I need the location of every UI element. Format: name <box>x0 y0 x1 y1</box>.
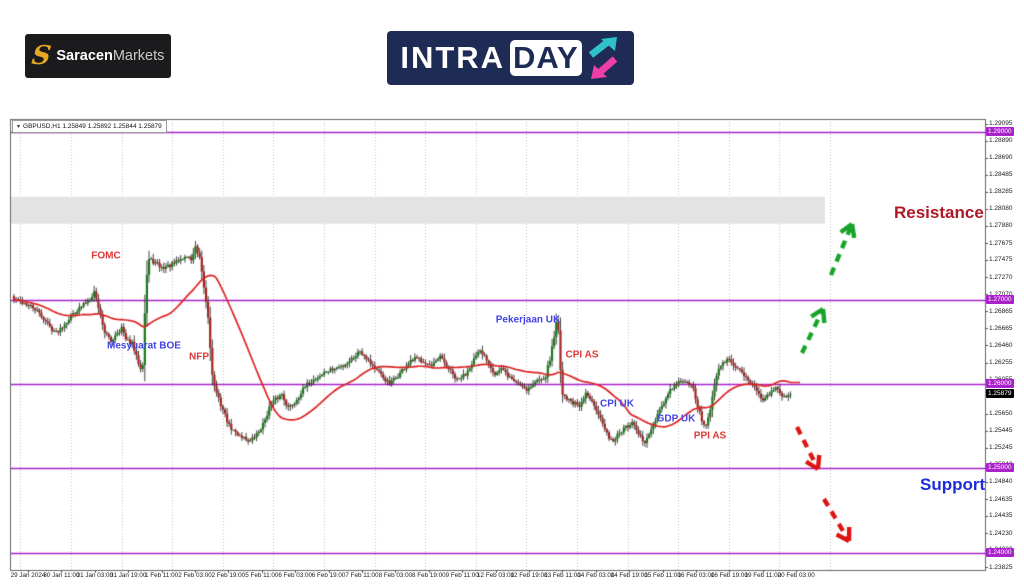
price-tick-label: 1.25650 <box>989 410 1013 418</box>
price-tick-label: 1.29095 <box>989 120 1013 127</box>
time-tick-label: 2 Feb 19:00 <box>211 572 246 579</box>
key-level-price-label: 1.25000 <box>986 463 1014 473</box>
time-tick-label: 5 Feb 11:00 <box>245 572 279 579</box>
price-tick-label: 1.27880 <box>989 222 1013 230</box>
price-tick-label: 1.24840 <box>989 478 1013 486</box>
price-tick-label: 1.27070 <box>989 290 1013 299</box>
price-tick-label: 1.25245 <box>989 444 1013 452</box>
symbol-ohlc-text: GBPUSD,H1 1.25849 1.25892 1.25844 1.2587… <box>23 123 162 130</box>
time-tick-label: 30 Jan 11:00 <box>43 572 80 579</box>
time-tick-label: 9 Feb 11:00 <box>445 572 479 579</box>
price-tick-label: 1.26665 <box>989 324 1013 332</box>
key-level-price-label: 1.26000 <box>986 379 1014 389</box>
price-tick-label: 1.28285 <box>989 188 1013 196</box>
key-level-price-label: 1.29000 <box>986 126 1014 136</box>
time-tick-label: 31 Jan 19:00 <box>109 572 147 579</box>
time-tick-label: 2 Feb 03:00 <box>178 572 212 579</box>
price-tick-label: 1.28080 <box>989 205 1013 213</box>
time-tick-label: 6 Feb 19:00 <box>311 572 346 579</box>
key-level-price-label: 1.27000 <box>986 294 1014 304</box>
time-tick-label: 29 Jan 2024 <box>10 572 46 579</box>
price-tick-label: 1.24635 <box>989 495 1013 503</box>
price-tick-label: 1.28890 <box>989 137 1013 145</box>
event-annotation-ppi-as: PPI AS <box>693 430 727 442</box>
time-tick-label: 14 Feb 03:00 <box>577 572 615 579</box>
time-tick-label: 7 Feb 11:00 <box>345 572 379 579</box>
time-tick-label: 19 Feb 11:00 <box>744 572 782 579</box>
price-tick-label: 1.23825 <box>989 563 1013 571</box>
resistance-label: Resistance <box>894 203 984 222</box>
price-tick-label: 1.26255 <box>989 359 1013 367</box>
event-annotation-mesyuarat-boe: Mesyuarat BOE <box>107 340 181 352</box>
price-tick-label: 1.28690 <box>989 154 1013 162</box>
collapse-arrow-icon[interactable]: ▾ <box>17 123 21 130</box>
time-tick-label: 12 Feb 19:00 <box>510 572 548 579</box>
event-annotation-cpi-as: CPI AS <box>565 349 599 361</box>
event-annotation-cpi-uk: CPI UK <box>600 398 634 410</box>
price-tick-label: 1.27270 <box>989 273 1013 281</box>
price-tick-label: 1.26865 <box>989 307 1013 315</box>
time-tick-label: 1 Feb 11:00 <box>145 572 179 579</box>
price-tick-label: 1.26460 <box>989 341 1013 349</box>
price-tick-label: 1.28485 <box>989 171 1013 179</box>
price-tick-label: 1.27475 <box>989 256 1013 264</box>
price-tick-label: 1.27675 <box>989 239 1013 247</box>
current-price-label: 1.25879 <box>986 389 1014 399</box>
time-tick-label: 8 Feb 19:00 <box>411 572 446 579</box>
time-tick-label: 31 Jan 03:00 <box>76 572 113 579</box>
event-annotation-gdp-uk: GDP UK <box>656 413 696 425</box>
key-level-price-label: 1.24000 <box>986 547 1014 557</box>
time-tick-label: 15 Feb 11:00 <box>644 572 681 579</box>
event-annotation-nfp: NFP <box>189 351 209 363</box>
price-tick-label: 1.25445 <box>989 427 1013 435</box>
time-tick-label: 13 Feb 11:00 <box>544 572 581 579</box>
event-annotation-fomc: FOMC <box>91 250 121 262</box>
time-tick-label: 16 Feb 03:00 <box>677 572 715 579</box>
time-tick-label: 14 Feb 19:00 <box>610 572 648 579</box>
time-tick-label: 20 Feb 03:00 <box>777 572 815 579</box>
support-label: Support <box>920 475 986 494</box>
time-tick-label: 16 Feb 19:00 <box>710 572 748 579</box>
event-annotation-pekerjaan-uk: Pekerjaan UK <box>495 314 561 326</box>
time-tick-label: 12 Feb 03:00 <box>477 572 515 579</box>
time-tick-label: 8 Feb 03:00 <box>378 572 413 579</box>
symbol-ohlc-box[interactable]: ▾ GBPUSD,H1 1.25849 1.25892 1.25844 1.25… <box>12 120 167 133</box>
price-tick-label: 1.24435 <box>989 512 1013 520</box>
price-tick-label: 1.24230 <box>989 529 1013 537</box>
time-tick-label: 6 Feb 03:00 <box>278 572 312 579</box>
